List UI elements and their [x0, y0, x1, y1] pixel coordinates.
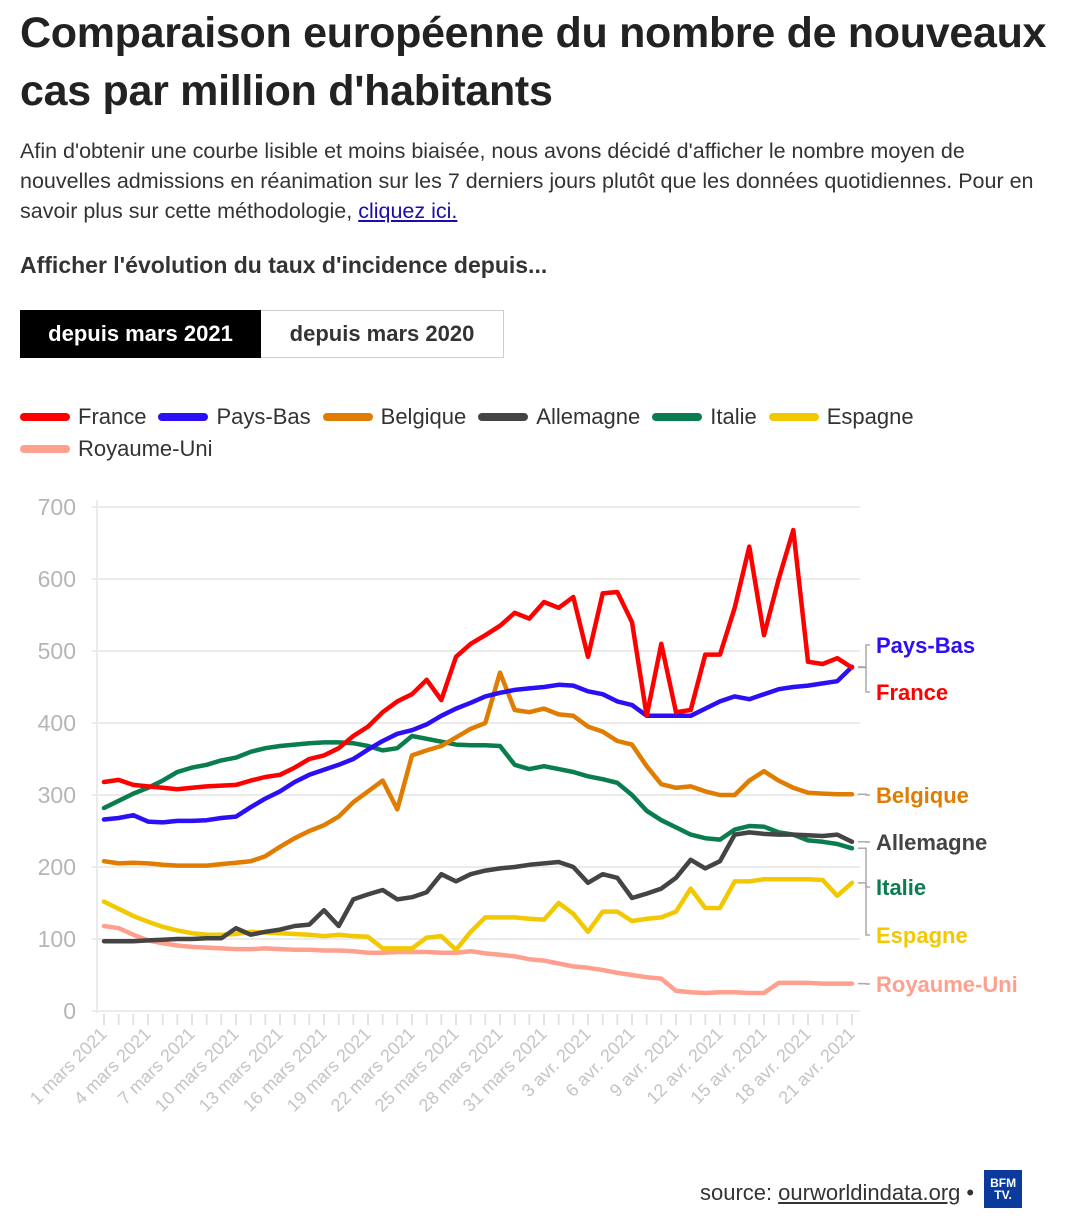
chart-legend: France Pays-Bas Belgique Allemagne Italie Esp…: [20, 402, 1020, 464]
label-connector: [858, 793, 870, 796]
series-line-allemagne: [101, 830, 855, 944]
methodology-link[interactable]: cliquez ici.: [358, 199, 458, 223]
y-tick-label: 0: [63, 998, 76, 1024]
series-line-pays-bas: [101, 664, 855, 825]
end-label-espagne: Espagne: [876, 923, 968, 948]
legend-label: Belgique: [380, 404, 467, 429]
since-march-2020-button[interactable]: depuis mars 2020: [261, 310, 504, 358]
legend-item[interactable]: Royaume-Uni: [20, 434, 213, 464]
legend-label: Pays-Bas: [216, 404, 311, 429]
end-label-pays-bas: Pays-Bas: [876, 633, 975, 658]
legend-swatch: [768, 413, 819, 421]
end-label-allemagne: Allemagne: [876, 830, 987, 855]
y-tick-label: 100: [38, 926, 76, 952]
legend-label: Royaume-Uni: [78, 436, 213, 461]
label-connector: [858, 847, 870, 888]
end-label-belgique: Belgique: [876, 783, 969, 808]
end-label-france: France: [876, 680, 948, 705]
legend-swatch: [20, 413, 70, 421]
series-line-royaume-uni: [101, 923, 855, 996]
series-line-france: [101, 527, 855, 792]
legend-label: Espagne: [826, 404, 914, 429]
label-connector: [858, 644, 870, 668]
end-label-italie: Italie: [876, 875, 926, 900]
legend-item[interactable]: Italie: [652, 402, 757, 432]
legend-swatch: [20, 445, 70, 453]
legend-item[interactable]: Pays-Bas: [158, 402, 311, 432]
legend-item[interactable]: Allemagne: [478, 402, 640, 432]
legend-label: Allemagne: [536, 404, 641, 429]
legend-item[interactable]: Espagne: [768, 402, 914, 432]
legend-swatch: [158, 413, 209, 421]
legend-label: France: [78, 404, 147, 429]
end-label-royaume-uni: Royaume-Uni: [876, 972, 1018, 997]
y-tick-label: 700: [38, 494, 76, 520]
y-tick-label: 500: [38, 638, 76, 664]
y-tick-label: 400: [38, 710, 76, 736]
series-line-belgique: [101, 670, 855, 868]
bfmtv-logo: BFM TV.: [984, 1170, 1023, 1208]
source-line: source: ourworldindata.org • BFM TV.: [700, 1170, 1023, 1208]
y-tick-label: 300: [38, 782, 76, 808]
legend-item[interactable]: Belgique: [322, 402, 467, 432]
source-label: source:: [700, 1180, 773, 1205]
legend-swatch: [478, 413, 529, 421]
since-march-2021-button[interactable]: depuis mars 2021: [20, 310, 261, 358]
legend-item[interactable]: France: [20, 402, 146, 432]
description-text: Afin d'obtenir une courbe lisible et moi…: [20, 139, 1034, 223]
period-toggle: depuis mars 2021 depuis mars 2020: [20, 310, 504, 358]
y-tick-label: 600: [38, 566, 76, 592]
series-line-italie: [101, 733, 855, 851]
legend-label: Italie: [710, 404, 757, 429]
label-connector: [858, 666, 870, 693]
legend-swatch: [652, 413, 703, 421]
y-tick-label: 200: [38, 854, 76, 880]
separator: •: [966, 1180, 975, 1205]
description: Afin d'obtenir une courbe lisible et moi…: [20, 136, 1060, 226]
legend-swatch: [322, 413, 373, 421]
label-connector: [858, 882, 870, 936]
period-selector-label: Afficher l'évolution du taux d'incidence…: [20, 252, 548, 278]
source-link[interactable]: ourworldindata.org: [778, 1180, 961, 1205]
page-title: Comparaison européenne du nombre de nouv…: [20, 9, 1047, 115]
